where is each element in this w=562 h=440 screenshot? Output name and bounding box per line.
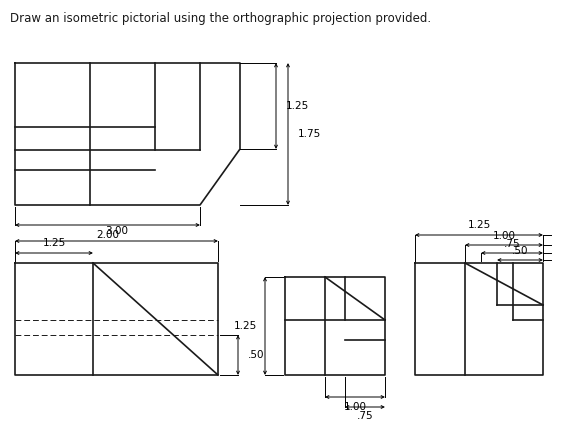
Text: 3.00: 3.00 [105, 226, 128, 236]
Text: 1.25: 1.25 [286, 101, 309, 111]
Text: 1.25: 1.25 [468, 220, 491, 230]
Text: .50: .50 [512, 246, 528, 256]
Text: 1.25: 1.25 [234, 321, 257, 331]
Text: .75: .75 [357, 411, 373, 421]
Text: .50: .50 [248, 350, 265, 360]
Text: 1.00: 1.00 [492, 231, 515, 241]
Text: 2.00: 2.00 [96, 230, 119, 240]
Text: Draw an isometric pictorial using the orthographic projection provided.: Draw an isometric pictorial using the or… [10, 12, 431, 25]
Text: 1.00: 1.00 [343, 402, 366, 412]
Text: 1.25: 1.25 [42, 238, 66, 248]
Text: .75: .75 [504, 239, 520, 249]
Text: 1.75: 1.75 [298, 129, 321, 139]
